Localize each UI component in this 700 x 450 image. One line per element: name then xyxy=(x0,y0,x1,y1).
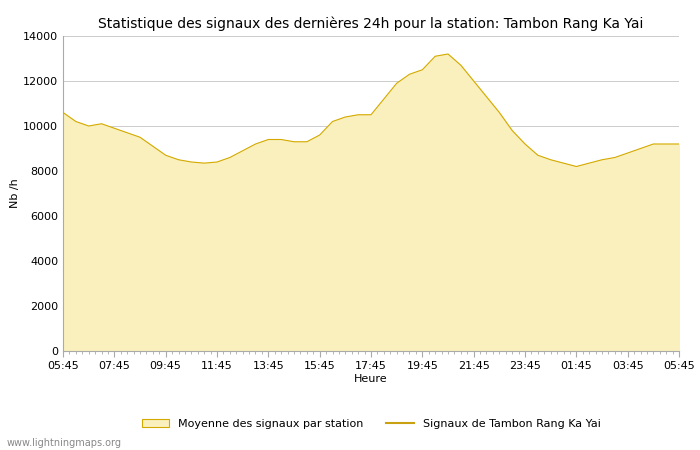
X-axis label: Heure: Heure xyxy=(354,374,388,384)
Y-axis label: Nb /h: Nb /h xyxy=(10,179,20,208)
Text: www.lightningmaps.org: www.lightningmaps.org xyxy=(7,438,122,448)
Legend: Moyenne des signaux par station, Signaux de Tambon Rang Ka Yai: Moyenne des signaux par station, Signaux… xyxy=(137,415,605,434)
Title: Statistique des signaux des dernières 24h pour la station: Tambon Rang Ka Yai: Statistique des signaux des dernières 24… xyxy=(98,16,644,31)
